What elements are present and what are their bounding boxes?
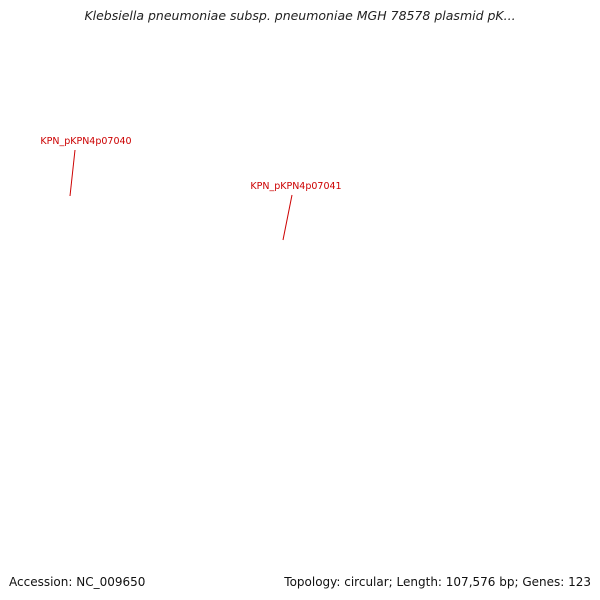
gene-label: KPN_pKPN4p07040 [40, 136, 131, 147]
gene-label-leader [282, 194, 293, 241]
map-title: Klebsiella pneumoniae subsp. pneumoniae … [84, 8, 516, 23]
genome-summary: Topology: circular; Length: 107,576 bp; … [284, 575, 591, 589]
gene-label: KPN_pKPN4p07041 [250, 181, 341, 192]
accession-label: Accession: NC_009650 [9, 575, 146, 589]
gene-label-leader [69, 149, 76, 197]
